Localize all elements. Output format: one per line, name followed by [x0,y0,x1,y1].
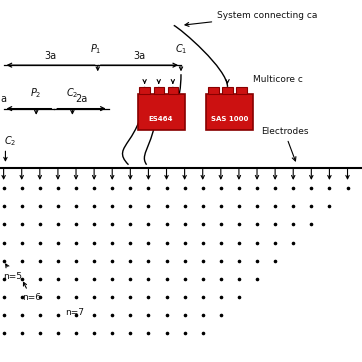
Bar [236,87,247,94]
Text: $C_1$: $C_1$ [175,42,187,56]
Bar [222,87,233,94]
Text: $P_2$: $P_2$ [30,86,42,100]
Text: 2a: 2a [75,94,88,104]
Text: 3a: 3a [45,51,57,61]
Bar [168,87,178,94]
Text: $C_2$: $C_2$ [4,135,16,148]
Text: Electrodes: Electrodes [261,127,308,161]
Bar [208,87,219,94]
Bar [138,94,185,130]
Text: n=5: n=5 [4,264,22,281]
Text: n=6: n=6 [22,282,41,303]
Text: SAS 1000: SAS 1000 [211,117,249,122]
Text: a: a [0,94,6,104]
Text: Multicore c: Multicore c [253,75,303,84]
Text: $P_1$: $P_1$ [90,42,102,56]
Text: $C_2$: $C_2$ [66,86,79,100]
Text: ES464: ES464 [149,117,173,122]
Text: System connecting ca: System connecting ca [185,11,317,26]
Bar [153,87,164,94]
Text: n=7: n=7 [65,308,84,317]
Bar [206,94,253,130]
Bar [139,87,150,94]
Text: 3a: 3a [133,51,146,61]
